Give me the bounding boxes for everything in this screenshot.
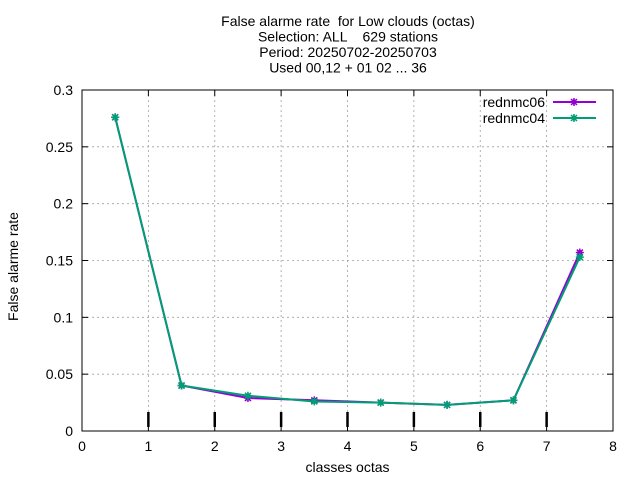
data-point xyxy=(112,114,118,120)
legend-swatch xyxy=(553,114,596,122)
title-line: Used 00,12 + 01 02 ... 36 xyxy=(269,60,427,76)
y-tick-label: 0.1 xyxy=(54,309,74,325)
legend-label: rednmc06 xyxy=(483,94,545,110)
x-tick-label: 4 xyxy=(344,438,352,454)
y-tick-label: 0.05 xyxy=(46,366,73,382)
data-point xyxy=(179,383,185,389)
data-point xyxy=(245,393,251,399)
series-rednmc04 xyxy=(111,113,584,409)
x-axis-label: classes octas xyxy=(305,459,389,475)
x-tick-label: 1 xyxy=(144,438,152,454)
x-tick-label: 3 xyxy=(277,438,285,454)
title-line: False alarme rate for Low clouds (octas) xyxy=(221,13,475,29)
series xyxy=(111,113,584,409)
data-point xyxy=(577,254,583,260)
y-tick-label: 0.2 xyxy=(54,196,74,212)
legend-label: rednmc04 xyxy=(483,110,545,126)
y-tick-label: 0.3 xyxy=(54,82,74,98)
grid xyxy=(82,90,613,431)
data-point xyxy=(571,99,577,105)
data-point xyxy=(311,398,317,404)
data-point xyxy=(510,397,516,403)
chart-title: False alarme rate for Low clouds (octas)… xyxy=(221,13,475,76)
x-tick-label: 5 xyxy=(410,438,418,454)
x-tick-label: 8 xyxy=(609,438,617,454)
data-point xyxy=(378,400,384,406)
error-bars xyxy=(147,412,548,427)
y-tick-labels: 0 0.05 0.1 0.15 0.2 0.25 0.3 xyxy=(46,82,73,439)
x-tick-label: 6 xyxy=(476,438,484,454)
title-line: Period: 20250702-20250703 xyxy=(259,44,437,60)
legend-swatch xyxy=(553,98,596,106)
x-tick-label: 7 xyxy=(543,438,551,454)
x-tick-label: 2 xyxy=(211,438,219,454)
y-tick-label: 0 xyxy=(65,423,73,439)
series-line xyxy=(114,117,581,406)
y-tick-label: 0.25 xyxy=(46,139,73,155)
data-point xyxy=(444,402,450,408)
x-tick-labels: 0 1 2 3 4 5 6 7 8 xyxy=(78,438,617,454)
title-line: Selection: ALL 629 stations xyxy=(258,29,438,45)
y-tick-label: 0.15 xyxy=(46,253,73,269)
data-point xyxy=(571,115,577,121)
x-tick-label: 0 xyxy=(78,438,86,454)
y-axis-label: False alarme rate xyxy=(5,212,21,321)
data-point xyxy=(577,250,583,256)
